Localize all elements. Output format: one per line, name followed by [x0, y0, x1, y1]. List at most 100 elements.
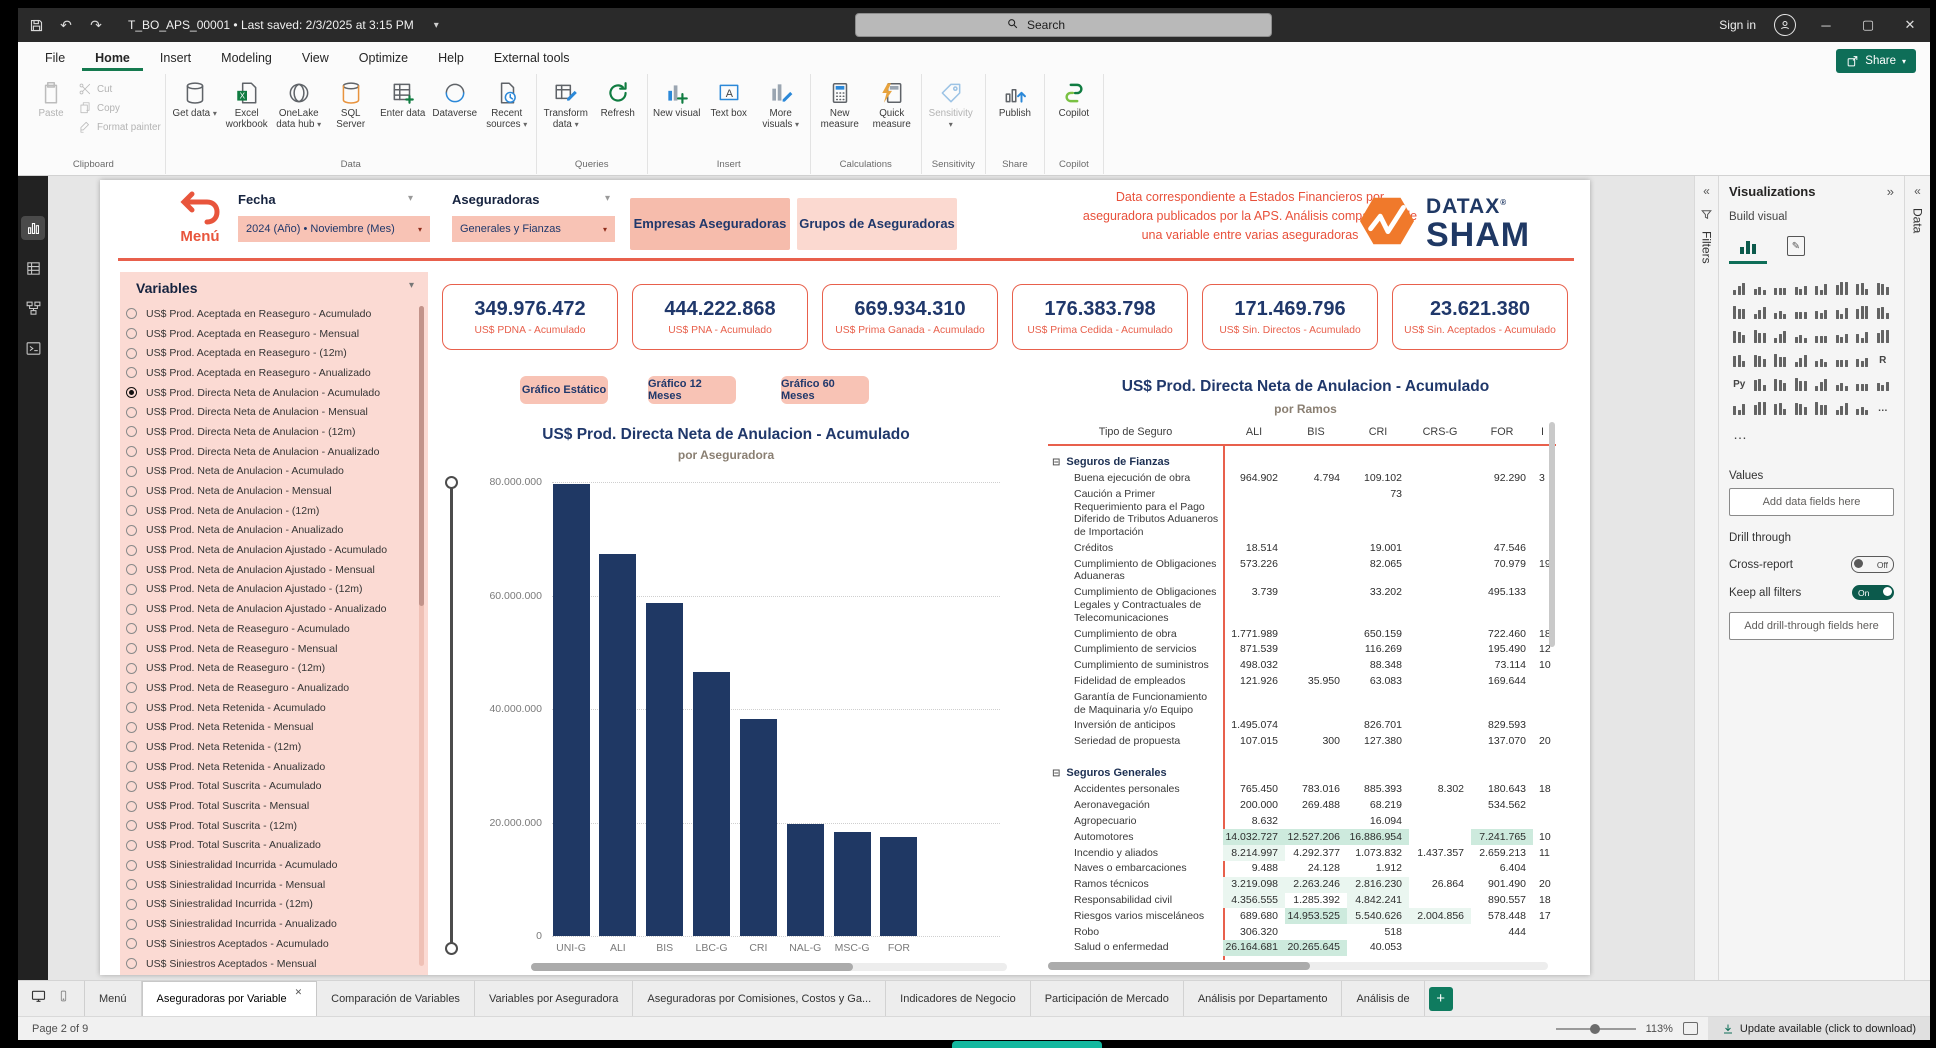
table-row[interactable]: Caución a Primer Requerimiento para el P…: [1074, 487, 1402, 539]
save-icon[interactable]: [28, 17, 44, 33]
radio-icon[interactable]: [126, 958, 137, 970]
bar-LBC-G[interactable]: [693, 672, 731, 936]
arcgis-map-icon[interactable]: [1873, 372, 1894, 396]
radio-icon[interactable]: [126, 780, 137, 792]
menu-button[interactable]: Menú: [180, 228, 220, 245]
table-view-icon[interactable]: [21, 256, 45, 280]
radio-icon[interactable]: [126, 879, 137, 891]
chart-horizontal-scrollbar[interactable]: [531, 963, 1007, 971]
fecha-collapse-icon[interactable]: ▾: [408, 193, 414, 204]
variable-option[interactable]: US$ Prod. Directa Neta de Anulacion - Me…: [126, 402, 414, 422]
new-page-button[interactable]: +: [1428, 986, 1453, 1011]
100-stacked-column-chart-icon[interactable]: [1832, 276, 1853, 300]
table-row[interactable]: Garantía de Funcionamiento de Maquinaria…: [1074, 690, 1208, 716]
chart-button-gráfico-60-meses[interactable]: Gráfico 60 Meses: [781, 376, 869, 404]
table-row[interactable]: Accidentes personales 765.450 783.016 885.3…: [1074, 783, 1551, 796]
radio-icon[interactable]: [126, 918, 137, 930]
sql-server-button[interactable]: SQL Server: [326, 76, 376, 131]
variable-option[interactable]: US$ Prod. Neta de Reaseguro - (12m): [126, 658, 414, 678]
ribbon-tab-help[interactable]: Help: [438, 51, 464, 65]
redo-icon[interactable]: ↷: [90, 16, 102, 33]
key-influencers-icon[interactable]: [1750, 372, 1771, 396]
format-visual-tab[interactable]: ✎: [1777, 231, 1815, 264]
funnel-chart-icon[interactable]: [1832, 300, 1853, 324]
line-and-stacked-column-chart-icon[interactable]: [1750, 300, 1771, 324]
table-row[interactable]: Responsabilidad civil 4.356.555 1.285.392 4…: [1048, 892, 1563, 909]
table-row[interactable]: Cumplimiento de obra 1.771.989 650.159 722.…: [1074, 627, 1551, 640]
table-group-row[interactable]: ⊟ Seguros de Fianzas: [1052, 455, 1170, 468]
search-input[interactable]: Search: [855, 13, 1272, 37]
power-apps-icon[interactable]: [1729, 396, 1750, 420]
table-row[interactable]: Riesgos varios misceláneos 689.680 14.953.…: [1048, 908, 1563, 925]
decomposition-tree-icon[interactable]: [1770, 372, 1791, 396]
variable-option[interactable]: US$ Prod. Total Suscrita - Acumulado: [126, 777, 414, 797]
table-column-header[interactable]: ALI: [1245, 426, 1263, 438]
radio-icon[interactable]: [126, 682, 137, 694]
dataverse-button[interactable]: Dataverse: [430, 76, 480, 119]
variable-option[interactable]: US$ Siniestralidad Incurrida - (12m): [126, 895, 414, 915]
variable-option[interactable]: US$ Prod. Directa Neta de Anulacion - (1…: [126, 422, 414, 442]
kpi-icon[interactable]: [1770, 348, 1791, 372]
maximize-button[interactable]: ▢: [1861, 17, 1875, 32]
zoom-slider[interactable]: [1555, 1023, 1636, 1034]
ribbon-chart-icon[interactable]: [1791, 300, 1812, 324]
table-row[interactable]: Incendio y aliados 8.214.997 4.292.377 1.07…: [1048, 845, 1563, 861]
radio-icon[interactable]: [126, 839, 137, 851]
radio-icon[interactable]: [126, 524, 137, 536]
bar-BIS[interactable]: [646, 603, 684, 936]
table-column-header[interactable]: CRI: [1368, 426, 1388, 438]
variable-option[interactable]: US$ Prod. Aceptada en Reaseguro - Anuali…: [126, 363, 414, 383]
radio-icon[interactable]: [126, 702, 137, 714]
table-column-header[interactable]: BIS: [1307, 426, 1325, 438]
table-icon[interactable]: [1832, 348, 1853, 372]
quick-measure-button[interactable]: Quick measure: [867, 76, 917, 131]
map-icon[interactable]: [1770, 324, 1791, 348]
variable-option[interactable]: US$ Siniestralidad Incurrida - Anualizad…: [126, 914, 414, 934]
paste-button[interactable]: Paste: [26, 76, 76, 119]
chart-scrollbar-thumb[interactable]: [531, 963, 853, 971]
update-notification[interactable]: Update available (click to download): [1707, 1017, 1930, 1040]
bar-FOR[interactable]: [880, 837, 918, 936]
r-script-visual-icon[interactable]: R: [1879, 354, 1887, 366]
empresas-aseguradoras-button[interactable]: Empresas Aseguradoras: [630, 198, 790, 250]
variable-option[interactable]: US$ Prod. Neta Retenida - Mensual: [126, 717, 414, 737]
radio-icon[interactable]: [126, 544, 137, 556]
fecha-dropdown[interactable]: 2024 (Año) • Noviembre (Mes) ▾: [238, 216, 430, 242]
expand-data-icon[interactable]: «: [1914, 184, 1921, 198]
kpi-card[interactable]: 176.383.798 US$ Prima Cedida - Acumulado: [1012, 284, 1188, 350]
ribbon-tab-modeling[interactable]: Modeling: [221, 51, 272, 65]
table-row[interactable]: Créditos 18.514 19.001 47.546: [1074, 541, 1526, 554]
table-column-header[interactable]: FOR: [1490, 426, 1514, 438]
area-chart-icon[interactable]: [1873, 276, 1894, 300]
table-row[interactable]: Cumplimiento de suministros 498.032 88.348…: [1074, 659, 1551, 672]
shape-map-icon[interactable]: [1811, 324, 1832, 348]
radio-icon[interactable]: [126, 308, 137, 320]
matrix-icon[interactable]: [1852, 348, 1873, 372]
data-pane-label[interactable]: Data: [1910, 208, 1925, 234]
close-button[interactable]: ✕: [1904, 17, 1916, 32]
radio-icon[interactable]: [126, 446, 137, 458]
radio-icon[interactable]: [126, 761, 137, 773]
variable-option[interactable]: US$ Prod. Neta de Reaseguro - Anualizado: [126, 678, 414, 698]
table-column-header[interactable]: I: [1541, 426, 1544, 438]
chart-slider-top-handle[interactable]: [445, 476, 458, 489]
variable-option[interactable]: US$ Prod. Neta de Anulacion - Anualizado: [126, 521, 414, 541]
copy-button[interactable]: Copy: [78, 101, 161, 115]
variable-option[interactable]: US$ Prod. Neta Retenida - Anualizado: [126, 757, 414, 777]
multi-row-card-icon[interactable]: [1750, 348, 1771, 372]
recent-sources-button[interactable]: Recent sources ▾: [482, 76, 532, 131]
collapse-group-icon[interactable]: ⊟: [1052, 768, 1061, 780]
variable-option[interactable]: US$ Prod. Total Suscrita - Anualizado: [126, 836, 414, 856]
filters-pane-label[interactable]: Filters: [1699, 231, 1714, 264]
radio-icon[interactable]: [126, 741, 137, 753]
excel-workbook-button[interactable]: X Excel workbook: [222, 76, 272, 131]
radio-icon[interactable]: [126, 387, 137, 399]
custom-visual-4-icon[interactable]: [1852, 396, 1873, 420]
gauge-icon[interactable]: [1852, 324, 1873, 348]
chart-button-gráfico-estático[interactable]: Gráfico Estático: [520, 376, 608, 404]
python-visual-icon[interactable]: Py: [1733, 378, 1746, 390]
treemap-icon[interactable]: [1750, 324, 1771, 348]
table-scrollbar-thumb[interactable]: [1048, 962, 1310, 970]
text-box-button[interactable]: A Text box: [704, 76, 754, 119]
keep-all-filters-toggle[interactable]: On: [1852, 585, 1894, 600]
